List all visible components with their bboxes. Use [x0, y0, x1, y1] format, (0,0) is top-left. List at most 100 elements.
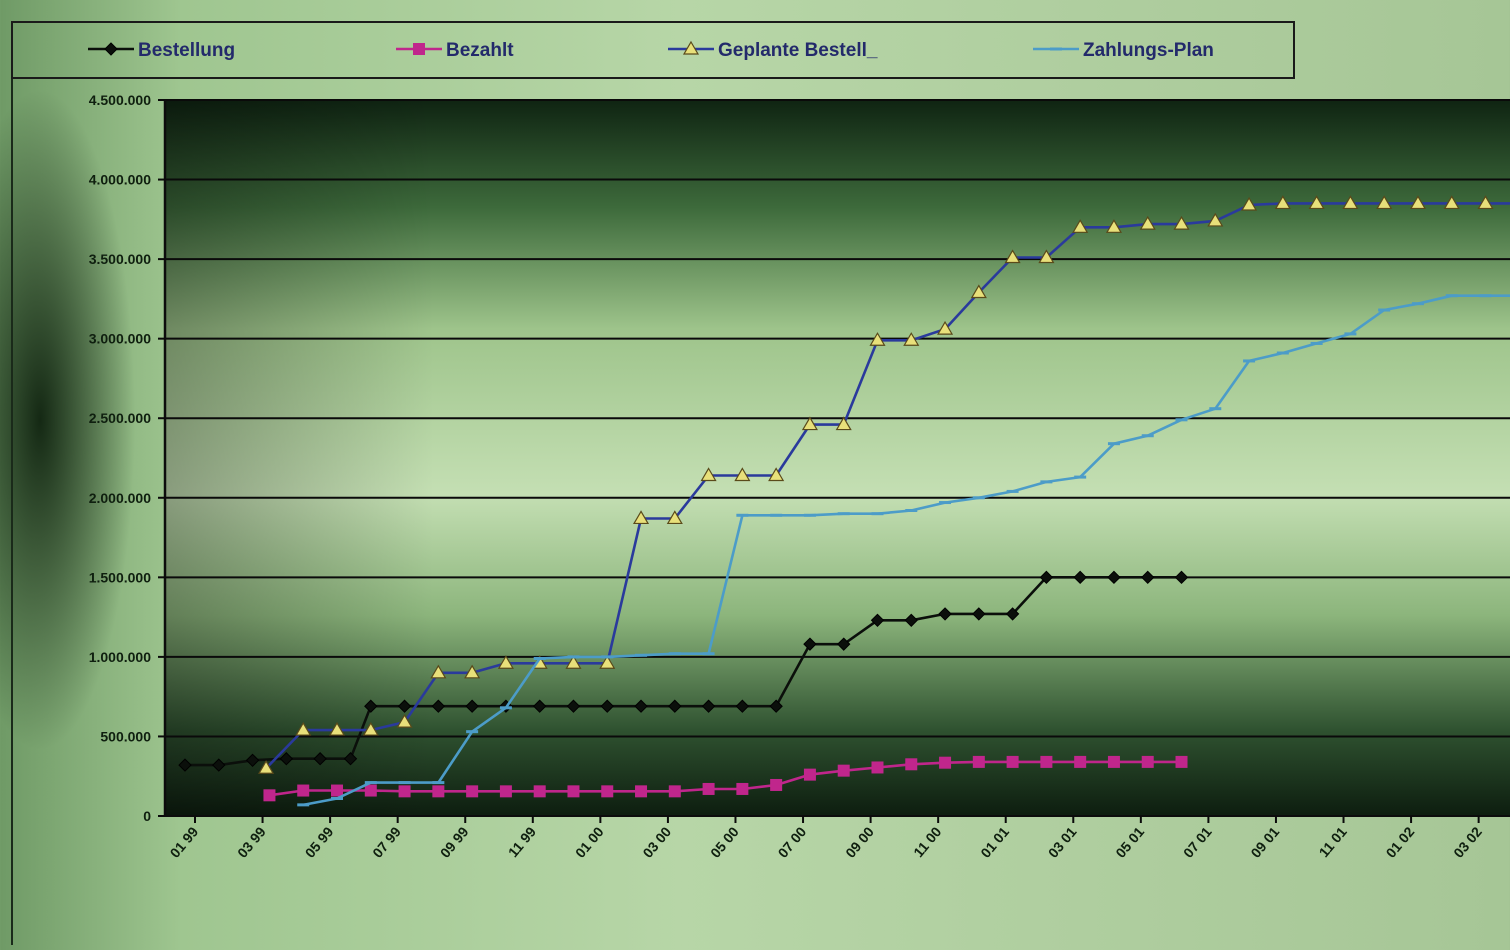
series-line-geplante-bestell [265, 202, 1510, 770]
x-tick-label: 09 00 [842, 823, 877, 860]
x-tick-label: 01 01 [977, 823, 1012, 860]
series-bezahlt-marker [871, 761, 884, 774]
legend-box [11, 21, 1295, 79]
y-tick-label: 1.500.000 [89, 569, 151, 585]
series-geplante-bestell-marker [599, 655, 616, 669]
series-bezahlt-marker [736, 782, 749, 795]
series-geplante-bestell-marker [464, 664, 481, 679]
series-geplante-bestell-marker [430, 664, 447, 679]
series-bestellung-marker [1005, 607, 1020, 621]
x-tick-label: 11 00 [910, 823, 944, 860]
series-bezahlt-marker [432, 785, 445, 798]
legend-swatch-marker [104, 42, 118, 56]
series-bezahlt-marker [837, 764, 850, 777]
series-bestellung-marker [600, 699, 614, 713]
series-geplante-bestell-marker [632, 510, 650, 525]
series-bestellung [178, 570, 1189, 772]
series-bestellung-marker [178, 758, 192, 772]
series-geplante-bestell-marker [295, 721, 312, 736]
series-geplante-bestell-marker [1139, 215, 1156, 230]
series-bezahlt-marker [601, 785, 614, 798]
series-bezahlt-marker [398, 785, 411, 798]
series-geplante-bestell-marker [869, 332, 886, 346]
x-tick-label: 01 02 [1383, 823, 1418, 860]
series-bezahlt-marker [297, 784, 310, 797]
series-geplante-bestell-marker [396, 713, 413, 728]
series-geplante-bestell-marker [1072, 219, 1089, 233]
series-bezahlt-marker [331, 784, 344, 797]
series-bestellung-marker [668, 699, 682, 713]
series-geplante-bestell-marker [1409, 195, 1427, 210]
x-tick-label: 05 00 [707, 823, 742, 860]
series-bezahlt-marker [1141, 755, 1154, 768]
legend-entry-bezahlt: Bezahlt [396, 40, 514, 61]
y-tick-label: 500.000 [100, 728, 151, 744]
legend-label: Bezahlt [446, 40, 514, 61]
series-bezahlt-marker [803, 768, 816, 781]
series-bezahlt-marker [702, 782, 715, 795]
series-line-bezahlt [269, 760, 1182, 797]
series-bezahlt-marker [668, 785, 681, 798]
series-bestellung-marker [279, 752, 294, 766]
series-geplante-bestell-marker [1105, 219, 1122, 233]
series-geplante-bestell-marker [1342, 195, 1359, 210]
legend-label: Bestellung [138, 40, 235, 61]
series-bestellung-marker [1073, 570, 1087, 585]
series-bestellung-marker [735, 699, 750, 713]
x-tick-label: 07 01 [1180, 823, 1215, 860]
x-tick-label: 03 99 [234, 823, 269, 860]
series-geplante-bestell-marker [1274, 195, 1291, 210]
x-tick-label: 03 01 [1045, 823, 1080, 860]
x-tick-label: 11 01 [1316, 823, 1350, 860]
series-geplante-bestell-marker [565, 655, 582, 669]
series-bestellung-marker [634, 699, 648, 713]
series-bestellung-marker [701, 699, 716, 713]
series-bezahlt-marker [499, 785, 512, 798]
series-bestellung-marker [465, 699, 479, 713]
series-bestellung-marker [870, 613, 885, 628]
legend-entry-geplante-bestell: Geplante Bestell_ [668, 40, 878, 61]
x-tick-label: 05 99 [302, 823, 337, 860]
series-bezahlt-marker [635, 785, 648, 798]
series-zahlungs-plan [297, 294, 1510, 807]
series-geplante-bestell-marker [1173, 215, 1190, 230]
x-tick-label: 03 00 [639, 823, 674, 860]
legend-label: Zahlungs-Plan [1083, 40, 1214, 61]
y-axis-ticks: 0 500.000 1.000.000 1.500.000 2.000.000 2.500… [89, 92, 165, 824]
series-bezahlt-marker [567, 785, 580, 798]
legend-label: Geplante Bestell_ [718, 40, 878, 61]
y-tick-label: 2.500.000 [89, 410, 151, 426]
x-tick-label: 01 00 [572, 823, 607, 860]
x-tick-label: 03 02 [1450, 823, 1485, 860]
series-bestellung-marker [397, 699, 412, 713]
series-geplante-bestell-marker [362, 721, 379, 736]
series-geplante-bestell-marker [1477, 195, 1494, 210]
series-geplante-bestell-marker [1308, 195, 1325, 210]
series-bestellung-marker [245, 753, 260, 768]
series-bestellung-marker [566, 699, 581, 713]
series-bestellung-marker [1174, 570, 1189, 585]
series-bezahlt-marker [972, 755, 985, 768]
series-geplante-bestell-marker [700, 467, 717, 482]
series-bezahlt-marker [939, 756, 952, 769]
x-tick-label: 05 01 [1112, 823, 1147, 860]
series-geplante-bestell-marker [1443, 195, 1460, 210]
series-geplante-bestell-marker [666, 510, 683, 525]
series-geplante-bestell-marker [835, 416, 852, 431]
series-geplante-bestell [258, 195, 1510, 774]
series-bezahlt-marker [1107, 755, 1120, 768]
series-bestellung-marker [938, 607, 952, 621]
x-tick-label: 07 99 [369, 823, 404, 860]
series-bestellung-marker [1107, 570, 1121, 585]
series-bestellung-marker [837, 637, 851, 651]
series-geplante-bestell-marker [1207, 212, 1224, 227]
gridlines [165, 99, 1510, 738]
legend-entry-zahlungs-plan: Zahlungs-Plan [1033, 40, 1214, 61]
series-bezahlt [263, 755, 1188, 802]
left-shadow [0, 90, 135, 750]
x-axis-ticks: 01 99 03 99 05 99 07 99 09 99 11 99 01 00 03 00… [167, 816, 1485, 861]
series-bestellung-marker [343, 752, 358, 766]
series-bezahlt-marker [770, 778, 783, 791]
